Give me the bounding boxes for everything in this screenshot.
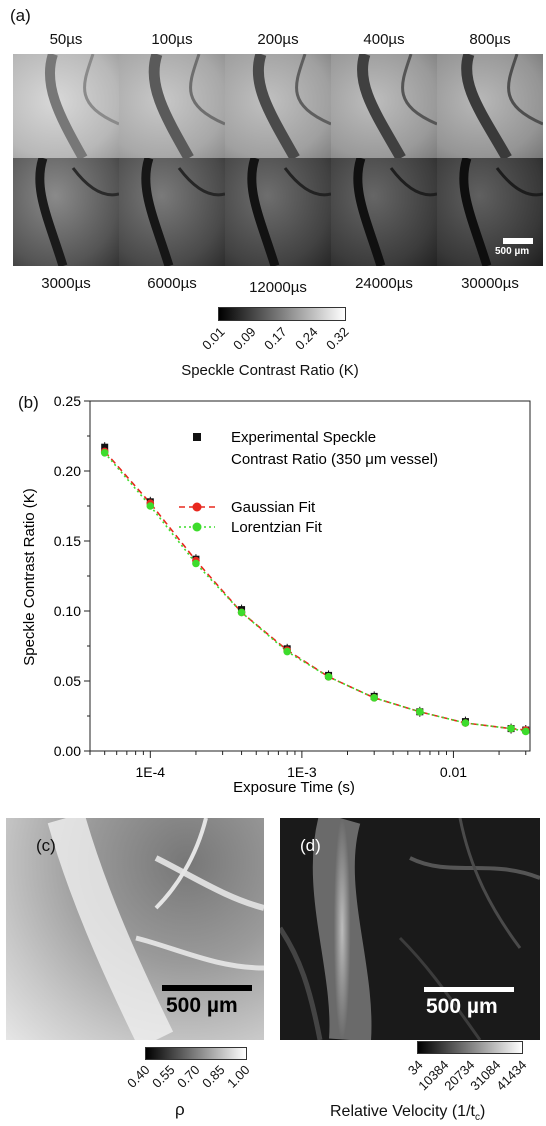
fit-point bbox=[192, 560, 200, 568]
x-tick-label: 1E-3 bbox=[287, 764, 317, 780]
legend-label: Experimental Speckle bbox=[231, 429, 376, 446]
speckle-contrast-colorbar bbox=[218, 307, 346, 321]
colorbar-tick-label: 0.70 bbox=[174, 1062, 203, 1091]
legend-marker bbox=[193, 523, 202, 532]
speckle-image-tile: 500 µm bbox=[437, 158, 543, 266]
exposure-label: 100µs bbox=[119, 31, 225, 48]
exposure-label: 12000µs bbox=[225, 279, 331, 296]
velocity-colorbar bbox=[417, 1041, 523, 1054]
speckle-image-tile bbox=[437, 54, 543, 158]
x-axis-label: Exposure Time (s) bbox=[233, 779, 355, 796]
y-tick-label: 0.05 bbox=[54, 673, 81, 689]
series-line-2 bbox=[105, 453, 526, 732]
bottom-exposure-labels: 3000µs 6000µs 12000µs 24000µs 30000µs bbox=[13, 275, 543, 297]
fit-point bbox=[507, 725, 515, 733]
correlation-map-image: (c) 500 µm bbox=[6, 818, 264, 1040]
speckle-image-tile bbox=[13, 54, 119, 158]
correlation-colorbar-ticks: 0.40 0.55 0.70 0.85 1.00 bbox=[118, 1060, 268, 1100]
rho-colorbar-title: ρ bbox=[175, 1100, 185, 1120]
colorbar-tick-label: 0.55 bbox=[149, 1062, 178, 1091]
correlation-colorbar bbox=[145, 1047, 247, 1060]
legend-label: Gaussian Fit bbox=[231, 499, 316, 516]
legend-label: Contrast Ratio (350 μm vessel) bbox=[231, 451, 438, 468]
y-tick-label: 0.00 bbox=[54, 743, 81, 759]
speckle-colorbar-ticks: 0.01 0.09 0.17 0.24 0.32 bbox=[190, 322, 370, 362]
fit-point bbox=[462, 719, 470, 727]
exposure-label: 30000µs bbox=[437, 275, 543, 292]
scale-bar-label: 500 µm bbox=[495, 246, 529, 257]
velocity-colorbar-ticks: 34 10384 20734 31084 41434 bbox=[380, 1055, 540, 1103]
speckle-image-tile bbox=[13, 158, 119, 266]
colorbar-tick-label: 0.24 bbox=[292, 324, 321, 353]
exposure-label: 800µs bbox=[437, 31, 543, 48]
y-tick-label: 0.25 bbox=[54, 393, 81, 409]
speckle-contrast-chart: 0.00 0.05 0.10 0.15 0.20 0.25 1E-4 1E-3 0.01 Ex… bbox=[0, 385, 546, 800]
speckle-image-grid: 500 µm bbox=[13, 54, 543, 266]
colorbar-tick-label: 0.40 bbox=[124, 1062, 153, 1091]
top-exposure-labels: 50µs 100µs 200µs 400µs 800µs bbox=[13, 31, 543, 53]
colorbar-tick-label: 0.32 bbox=[323, 324, 352, 353]
velocity-colorbar-title: Relative Velocity (1/tc) bbox=[330, 1103, 485, 1123]
fit-point bbox=[370, 694, 378, 702]
speckle-image-tile bbox=[331, 158, 437, 266]
scale-bar bbox=[503, 238, 533, 244]
colorbar-tick-label: 0.09 bbox=[230, 324, 259, 353]
scale-bar-label: 500 µm bbox=[166, 994, 238, 1018]
panel-d-letter: (d) bbox=[300, 836, 321, 856]
exposure-label: 400µs bbox=[331, 31, 437, 48]
velocity-map-image: (d) 500 µm bbox=[280, 818, 540, 1040]
fit-point bbox=[283, 648, 291, 656]
speckle-colorbar-title: Speckle Contrast Ratio (K) bbox=[120, 362, 420, 379]
y-axis-ticks: 0.00 0.05 0.10 0.15 0.20 0.25 bbox=[54, 393, 90, 759]
x-axis-ticks: 1E-4 1E-3 0.01 bbox=[90, 751, 526, 780]
legend: Experimental Speckle Contrast Ratio (350 … bbox=[179, 429, 438, 536]
y-tick-label: 0.20 bbox=[54, 463, 81, 479]
y-axis-label: Speckle Contrast Ratio (K) bbox=[21, 488, 38, 666]
exposure-label: 50µs bbox=[13, 31, 119, 48]
panel-a-letter: (a) bbox=[10, 6, 31, 26]
legend-marker bbox=[193, 503, 202, 512]
panel-c-letter: (c) bbox=[36, 836, 56, 856]
fit-point bbox=[325, 673, 333, 681]
speckle-image-tile bbox=[119, 158, 225, 266]
legend-marker bbox=[193, 433, 201, 441]
fit-point bbox=[238, 609, 246, 617]
fit-point bbox=[147, 502, 155, 510]
exposure-label: 200µs bbox=[225, 31, 331, 48]
speckle-image-tile bbox=[331, 54, 437, 158]
colorbar-tick-label: 0.01 bbox=[199, 324, 228, 353]
scale-bar-label: 500 µm bbox=[426, 995, 498, 1019]
legend-label: Lorentzian Fit bbox=[231, 519, 323, 536]
y-tick-label: 0.10 bbox=[54, 603, 81, 619]
velocity-title-end: ) bbox=[480, 1103, 485, 1120]
fit-point bbox=[522, 728, 530, 736]
exposure-label: 3000µs bbox=[13, 275, 119, 292]
speckle-image-tile bbox=[225, 158, 331, 266]
series-line-1 bbox=[105, 451, 526, 730]
colorbar-tick-label: 0.17 bbox=[261, 324, 290, 353]
exposure-label: 24000µs bbox=[331, 275, 437, 292]
series-lines bbox=[105, 451, 526, 731]
colorbar-tick-label: 0.85 bbox=[199, 1062, 228, 1091]
y-tick-label: 0.15 bbox=[54, 533, 81, 549]
x-tick-label: 1E-4 bbox=[136, 764, 166, 780]
speckle-image-tile bbox=[119, 54, 225, 158]
velocity-title-main: Relative Velocity (1/t bbox=[330, 1103, 475, 1120]
colorbar-tick-label: 1.00 bbox=[224, 1062, 253, 1091]
fit-point bbox=[101, 449, 109, 457]
exposure-label: 6000µs bbox=[119, 275, 225, 292]
fit-point bbox=[416, 708, 424, 716]
speckle-image-tile bbox=[225, 54, 331, 158]
series-points bbox=[101, 442, 530, 735]
x-tick-label: 0.01 bbox=[440, 764, 467, 780]
scale-bar bbox=[424, 987, 514, 992]
scale-bar bbox=[162, 985, 252, 991]
